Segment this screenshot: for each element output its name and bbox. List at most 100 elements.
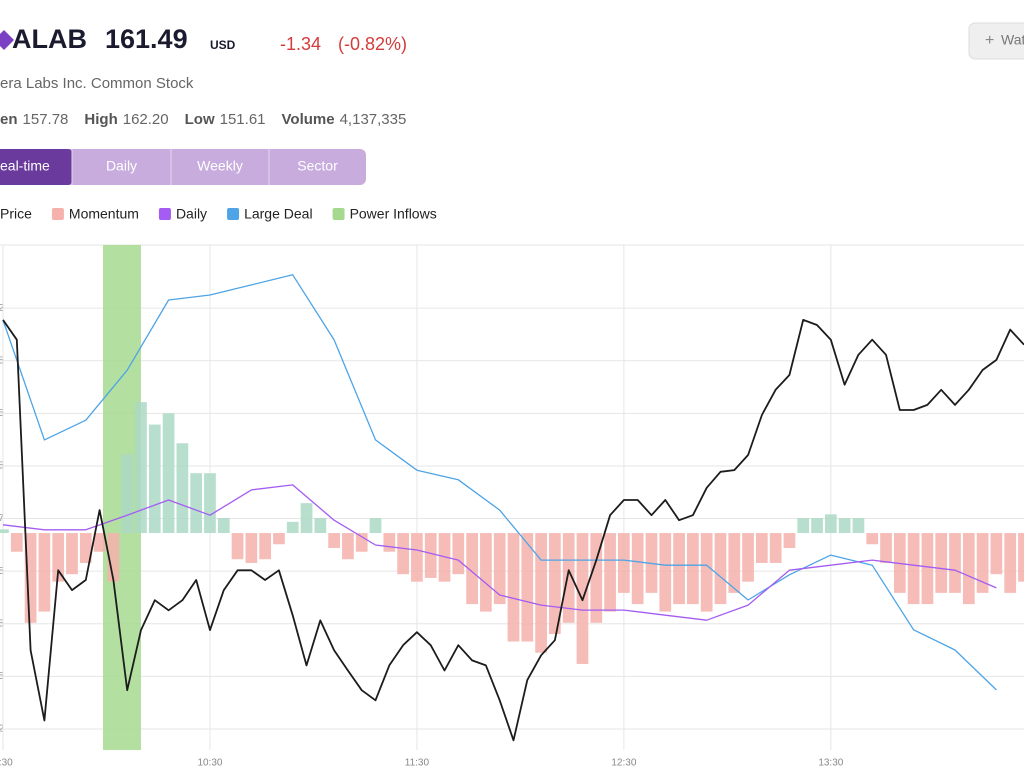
momentum-bar — [300, 503, 313, 534]
momentum-bar — [1004, 533, 1017, 593]
momentum-bar — [411, 533, 423, 582]
tabs-bg — [0, 149, 366, 185]
momentum-bar — [162, 413, 175, 534]
momentum-bar — [121, 454, 134, 534]
momentum-bar — [273, 533, 285, 545]
momentum-bar — [838, 518, 851, 534]
momentum-bar — [493, 533, 506, 605]
momentum-bar — [217, 518, 230, 534]
momentum-bar — [700, 533, 713, 612]
momentum-bar — [549, 533, 561, 635]
momentum-bar — [755, 533, 768, 563]
momentum-bar — [204, 473, 216, 534]
y-tick-label: 155.75 — [0, 566, 4, 577]
stat-value: 157.78 — [23, 111, 69, 128]
momentum-bar — [38, 533, 51, 612]
momentum-bar — [921, 533, 934, 605]
momentum-bar — [328, 533, 340, 548]
momentum-bar — [66, 533, 78, 575]
momentum-bar — [24, 533, 37, 623]
y-tick-label: 154.5 — [0, 618, 4, 629]
momentum-bar — [148, 424, 161, 534]
stat-value: 4,137,335 — [340, 111, 407, 128]
momentum-bar — [728, 533, 741, 593]
momentum-bar — [176, 443, 189, 534]
stat-label: en — [0, 111, 18, 128]
momentum-bar — [231, 533, 244, 560]
legend-swatch[interactable] — [227, 208, 240, 220]
currency: USD — [210, 38, 236, 52]
momentum-bar — [507, 533, 520, 642]
momentum-bar — [562, 533, 575, 623]
momentum-bar — [659, 533, 672, 612]
momentum-bar — [824, 514, 837, 534]
y-tick-label: 152 — [0, 724, 4, 735]
momentum-bar — [907, 533, 920, 605]
momentum-bar — [79, 533, 92, 563]
momentum-bar — [93, 533, 106, 552]
y-tick-label: 153.25 — [0, 671, 4, 682]
watch-button[interactable] — [968, 22, 1024, 60]
momentum-bar — [990, 533, 1003, 575]
momentum-bar — [190, 473, 203, 534]
momentum-bar — [976, 533, 989, 593]
y-tick-label: 159.5 — [0, 408, 4, 419]
company-name: era Labs Inc. Common Stock — [0, 75, 194, 92]
momentum-bar — [52, 533, 65, 582]
momentum-bar — [880, 533, 892, 563]
x-tick-label: 11:30 — [405, 758, 430, 768]
momentum-bar — [618, 533, 630, 593]
momentum-bar — [355, 533, 368, 552]
momentum-bar — [866, 533, 879, 545]
legend: Price Momentum Daily Large Deal Power Inflow… — [0, 206, 437, 222]
momentum-bar — [10, 533, 23, 552]
x-tick-label: 10:30 — [197, 758, 222, 768]
tab-active[interactable] — [0, 149, 72, 185]
momentum-bar — [521, 533, 534, 642]
legend-label[interactable]: Daily — [176, 206, 207, 222]
change-pct: (-0.82%) — [338, 34, 407, 54]
tab[interactable]: Weekly — [197, 158, 243, 174]
price: 161.49 — [105, 24, 188, 54]
stat-label: High — [84, 111, 117, 128]
momentum-bar — [452, 533, 465, 575]
momentum-bar — [949, 533, 961, 593]
momentum-bar — [369, 518, 382, 534]
stat-value: 162.20 — [123, 111, 169, 128]
legend-swatch[interactable] — [51, 208, 64, 220]
momentum-bar — [962, 533, 975, 605]
tab[interactable]: Sector — [297, 158, 338, 174]
momentum-bar — [742, 533, 754, 582]
stats-row: en 157.78 High 162.20 Low 151.61 Volume 4,137,3… — [0, 111, 406, 128]
legend-label[interactable]: Price — [0, 206, 32, 222]
legend-swatch[interactable] — [158, 208, 171, 220]
momentum-bar — [107, 533, 120, 582]
momentum-bar — [687, 533, 699, 605]
momentum-bar — [811, 518, 823, 534]
momentum-bar — [631, 533, 644, 605]
series-line — [2, 319, 1024, 742]
momentum-bar — [673, 533, 685, 605]
symbol: ALAB — [12, 24, 87, 54]
legend-label[interactable]: Momentum — [69, 206, 139, 222]
tab[interactable]: Daily — [106, 158, 137, 174]
momentum-bar — [342, 533, 354, 560]
legend-label[interactable]: Large Deal — [244, 206, 313, 222]
momentum-bar — [535, 533, 547, 653]
change: -1.34 — [280, 34, 321, 54]
momentum-bar — [852, 518, 865, 534]
stat-value: 151.61 — [220, 111, 266, 128]
momentum-bar — [424, 533, 437, 578]
momentum-bar — [397, 533, 409, 575]
momentum-bar — [135, 402, 147, 534]
watch-label[interactable]: Wat — [1001, 32, 1024, 48]
legend-label[interactable]: Power Inflows — [350, 206, 437, 222]
tab[interactable]: eal-time — [0, 158, 50, 174]
x-tick-label: 13:30 — [818, 758, 843, 768]
y-tick-label: 158.25 — [0, 461, 4, 472]
momentum-bar — [383, 533, 396, 552]
momentum-bar — [314, 518, 327, 534]
legend-swatch[interactable] — [332, 208, 345, 220]
momentum-bar — [604, 533, 616, 612]
